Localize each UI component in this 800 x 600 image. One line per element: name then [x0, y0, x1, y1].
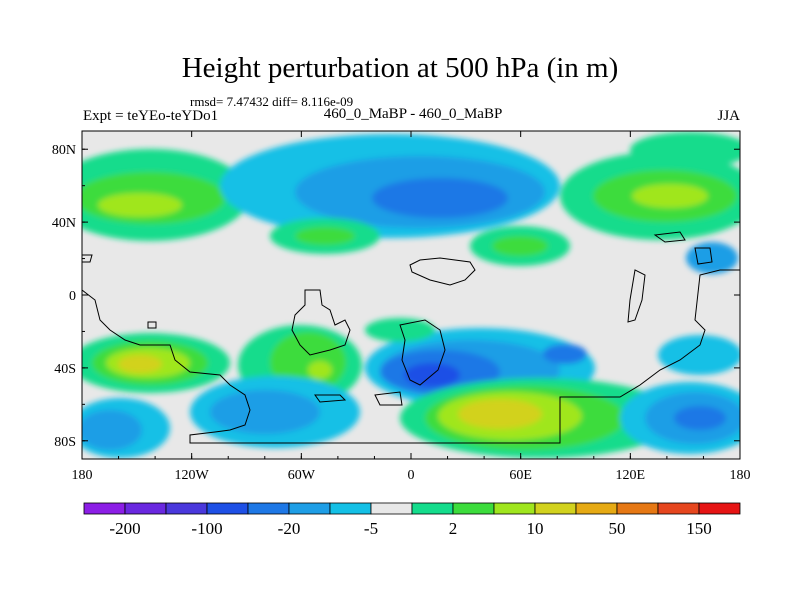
x-tick-label: 120E [616, 468, 646, 483]
stats-label: rmsd= 7.47432 diff= 8.116e-09 [190, 94, 354, 109]
colorbar: -200 -100 -20 -5 2 10 50 150 [83, 502, 741, 538]
x-tick-label: 180 [730, 468, 751, 483]
colorbar-swatch [657, 502, 700, 515]
colorbar-swatch [411, 502, 454, 515]
colorbar-label: 150 [686, 519, 712, 538]
y-tick-label: 80N [52, 143, 76, 158]
colorbar-label: -5 [364, 519, 378, 538]
colorbar-swatch [124, 502, 167, 515]
colorbar-label: 2 [449, 519, 458, 538]
colorbar-swatch [329, 502, 372, 515]
colorbar-swatch [83, 502, 126, 515]
subtitle-label: 460_0_MaBP - 460_0_MaBP [323, 106, 503, 122]
chart-title: Height perturbation at 500 hPa (in m) [181, 52, 619, 84]
x-tick-label: 60E [509, 468, 532, 483]
coastline [82, 231, 740, 444]
colorbar-swatch [288, 502, 331, 515]
contour-field [82, 131, 740, 459]
colorbar-swatch [575, 502, 618, 515]
axis-ticks: 180 120W 60W 0 60E 120E 180 80N 40N 0 40S 80S [52, 131, 751, 483]
colorbar-swatch [247, 502, 290, 515]
season-label: JJA [717, 108, 740, 124]
colorbar-swatch [698, 502, 741, 515]
colorbar-swatch [206, 502, 249, 515]
colorbar-swatch [165, 502, 208, 515]
colorbar-swatch [534, 502, 577, 515]
experiment-label: Expt = teYEo-teYDo1 [83, 108, 219, 124]
colorbar-swatch [493, 502, 536, 515]
colorbar-label: -100 [191, 519, 222, 538]
y-tick-label: 0 [69, 289, 76, 304]
colorbar-swatch [616, 502, 659, 515]
y-tick-label: 40S [54, 362, 76, 377]
y-tick-label: 40N [52, 216, 76, 231]
x-tick-label: 0 [408, 468, 415, 483]
x-tick-label: 120W [175, 468, 210, 483]
colorbar-label: 10 [527, 519, 544, 538]
colorbar-label: 50 [609, 519, 626, 538]
colorbar-swatch [452, 502, 495, 515]
x-tick-label: 180 [72, 468, 93, 483]
x-tick-label: 60W [288, 468, 316, 483]
colorbar-swatch [370, 502, 413, 515]
colorbar-label: -200 [109, 519, 140, 538]
colorbar-label: -20 [278, 519, 301, 538]
y-tick-label: 80S [54, 435, 76, 450]
